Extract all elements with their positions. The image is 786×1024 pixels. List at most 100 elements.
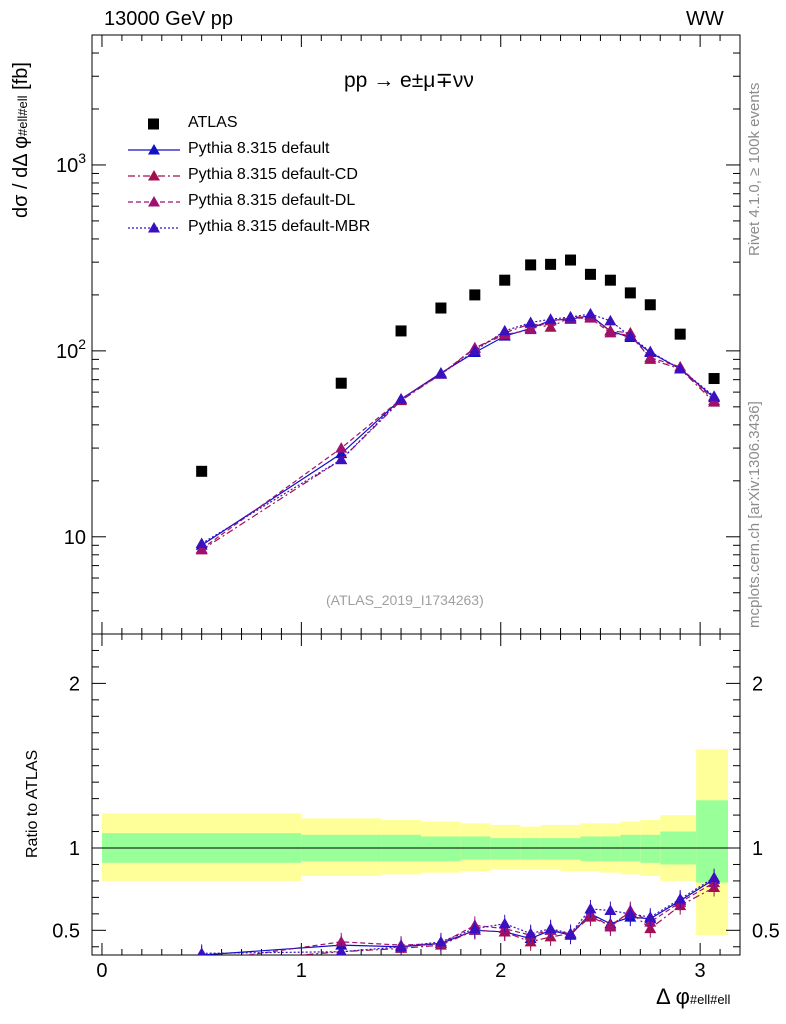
mc-uncertainty-band-green-14	[696, 800, 729, 883]
ratio-point-3-6	[524, 927, 537, 939]
mc-point-3-12	[644, 345, 657, 357]
mc-point-1-7	[544, 321, 557, 332]
mc-point-3-5	[498, 324, 511, 336]
legend-marker-0	[148, 144, 160, 155]
atlas-data-point-10	[604, 274, 616, 286]
mc-point-3-10	[604, 314, 617, 326]
ratio-y-axis-label: Ratio to ATLAS	[24, 749, 41, 858]
legend-entry-default: Pythia 8.315 default	[188, 140, 330, 157]
mc-uncertainty-band-green-5	[490, 838, 521, 860]
mc-uncertainty-band-green-10	[600, 836, 621, 862]
legend-entry-mbr: Pythia 8.315 default-MBR	[188, 218, 371, 235]
atlas-data-point-3	[435, 302, 447, 314]
atlas-data-point-0	[196, 465, 208, 477]
ratio-point-3-11	[624, 907, 637, 919]
ratio-point-3-3	[434, 935, 447, 947]
mc-point-3-6	[524, 316, 537, 328]
mc-point-2-0	[195, 542, 208, 554]
ratio-y-tick-label-left-2: 2	[69, 673, 80, 695]
ratio-point-3-0	[197, 947, 207, 955]
mc-line-0	[201, 314, 715, 546]
atlas-data-point-12	[644, 299, 656, 311]
ratio-y-tick-label-right-1: 1	[752, 838, 763, 860]
process-name: WW	[686, 8, 724, 30]
mc-point-3-4	[468, 344, 481, 356]
x-tick-label-1: 1	[296, 960, 307, 982]
mc-point-3-13	[674, 362, 687, 374]
ratio-point-3-12	[644, 911, 657, 922]
rivet-version-label: Rivet 4.1.0, ≥ 100k events	[746, 82, 763, 256]
main-y-axis-label: dσ / dΔ φ#ell#ell [fb]	[10, 62, 32, 218]
ratio-point-3-1	[335, 945, 347, 955]
process-title: pp → e±μ∓νν	[344, 69, 474, 92]
atlas-data-point-2	[395, 325, 407, 337]
atlas-data-point-5	[499, 274, 511, 286]
atlas-data-point-9	[584, 268, 596, 280]
mc-point-2-6	[524, 323, 537, 335]
mc-uncertainty-band-green-9	[580, 836, 601, 862]
atlas-data-point-4	[469, 289, 481, 301]
mc-point-2-10	[604, 326, 617, 338]
ratio-point-1-0	[196, 957, 208, 968]
legend-marker-atlas	[148, 118, 159, 130]
atlas-data-point-11	[624, 287, 636, 299]
ratio-point-2-0	[196, 956, 208, 967]
legend-marker-3	[148, 222, 160, 233]
ratio-line-3	[201, 877, 715, 954]
ratio-y-tick-label-right-0: 0.5	[752, 920, 780, 942]
mc-uncertainty-band-green-7	[540, 838, 561, 860]
mc-line-2	[201, 317, 715, 550]
ratio-point-3-14	[708, 871, 721, 883]
legend-entry-cd: Pythia 8.315 default-CD	[188, 166, 358, 183]
mcplots-label: mcplots.cern.ch [arXiv:1306.3436]	[746, 401, 763, 628]
mc-point-3-8	[564, 311, 577, 322]
mc-point-3-14	[708, 390, 721, 401]
mc-uncertainty-band-green-12	[640, 834, 661, 863]
mc-point-0-1	[335, 447, 348, 459]
ratio-point-3-2	[395, 940, 408, 952]
atlas-data-point-8	[565, 254, 577, 266]
ratio-plot-frame	[91, 633, 741, 956]
ratio-point-3-10	[604, 904, 617, 916]
mc-line-3	[201, 313, 715, 545]
x-tick-label-2: 2	[495, 960, 506, 982]
main-series-group	[195, 254, 721, 555]
mc-point-2-1	[335, 442, 348, 453]
ratio-point-3-7	[544, 922, 557, 934]
legend-entry-atlas: ATLAS	[188, 114, 238, 131]
x-axis-label: Δ φ#ell#ell	[656, 984, 731, 1009]
mc-point-2-12	[644, 351, 657, 363]
x-tick-label-3: 3	[695, 960, 706, 982]
legend-marker-1	[148, 170, 160, 181]
ratio-point-3-8	[564, 927, 577, 939]
atlas-data-point-14	[708, 373, 720, 385]
mc-point-3-9	[584, 307, 597, 319]
ratio-series-group	[196, 868, 721, 968]
mc-point-3-7	[544, 313, 557, 324]
legend-marker-2	[148, 196, 160, 207]
ratio-point-3-5	[498, 917, 511, 929]
mc-point-3-2	[395, 393, 408, 404]
main-y-tick-label-1: 102	[56, 336, 86, 363]
main-y-tick-label-2: 103	[56, 150, 86, 177]
mc-point-3-11	[624, 330, 637, 341]
ratio-point-3-9	[584, 902, 597, 914]
ratio-y-tick-label-right-2: 2	[752, 673, 763, 695]
mc-point-3-0	[195, 537, 208, 549]
energy-label: 13000 GeV pp	[104, 8, 233, 30]
atlas-data-point-1	[335, 377, 347, 389]
mc-uncertainty-band-green-8	[560, 838, 581, 860]
mc-uncertainty-band-green-3	[420, 836, 461, 862]
mc-point-3-1	[335, 453, 348, 465]
mc-uncertainty-band-green-6	[520, 838, 541, 860]
ratio-point-2-1	[335, 935, 348, 947]
analysis-id-label: (ATLAS_2019_I1734263)	[326, 592, 484, 608]
x-tick-label-0: 0	[96, 960, 107, 982]
atlas-data-point-6	[525, 259, 537, 271]
ratio-y-tick-label-left-0: 0.5	[52, 920, 80, 942]
legend-entry-dl: Pythia 8.315 default-DL	[188, 192, 356, 209]
atlas-data-point-13	[674, 328, 686, 340]
atlas-data-point-7	[545, 258, 557, 270]
ratio-y-tick-label-left-1: 1	[69, 838, 80, 860]
